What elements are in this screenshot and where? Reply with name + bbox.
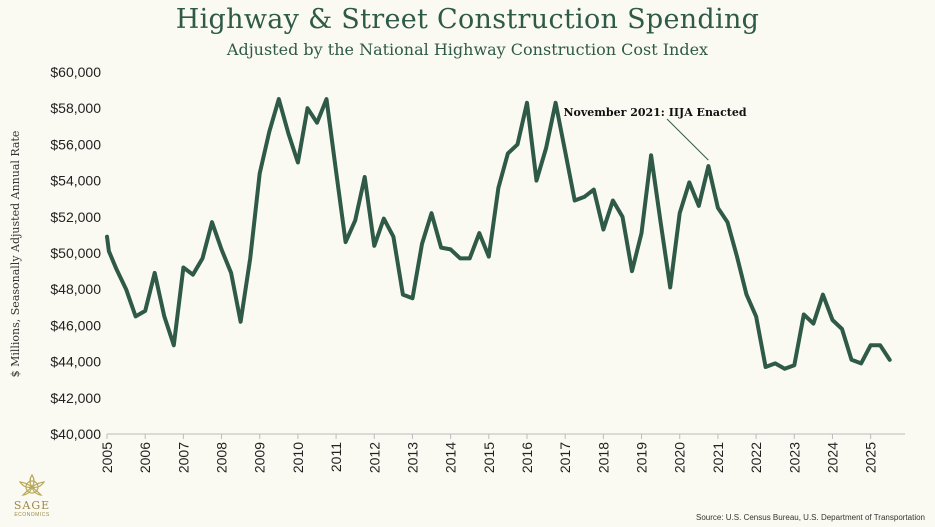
annotation-leader-line bbox=[666, 118, 709, 161]
y-axis: $40,000 $42,000 $44,000 $46,000 $48,000 $50,0… bbox=[50, 64, 101, 442]
x-tick-label: 2018 bbox=[595, 442, 611, 473]
x-tick-label: 2005 bbox=[99, 442, 115, 473]
y-tick-label: $40,000 bbox=[50, 426, 101, 442]
x-tick-label: 2025 bbox=[863, 442, 879, 473]
x-tick-label: 2020 bbox=[672, 442, 688, 473]
y-tick-label: $58,000 bbox=[50, 100, 101, 116]
x-tick-label: 2019 bbox=[634, 442, 650, 473]
x-tick-label: 2008 bbox=[214, 442, 230, 473]
y-axis-label: $ Millions, Seasonally Adjusted Annual R… bbox=[9, 131, 22, 378]
x-tick-label: 2006 bbox=[137, 442, 153, 473]
y-tick-label: $44,000 bbox=[50, 354, 101, 370]
x-tick-label: 2013 bbox=[404, 442, 420, 473]
x-tick-label: 2022 bbox=[748, 442, 764, 473]
x-tick-label: 2010 bbox=[290, 442, 306, 473]
chart-title: Highway & Street Construction Spending bbox=[175, 4, 760, 35]
y-tick-label: $50,000 bbox=[50, 245, 101, 261]
annotation-label: November 2021: IIJA Enacted bbox=[563, 106, 746, 119]
annotations-group: November 2021: IIJA Enacted bbox=[563, 106, 747, 161]
x-tick-label: 2007 bbox=[175, 442, 191, 473]
y-tick-label: $46,000 bbox=[50, 317, 101, 333]
series-group bbox=[105, 97, 892, 371]
y-tick-label: $56,000 bbox=[50, 136, 101, 152]
source-note: Source: U.S. Census Bureau, U.S. Departm… bbox=[696, 513, 925, 522]
x-tick-label: 2016 bbox=[519, 442, 535, 473]
sage-leaf-icon bbox=[18, 473, 46, 496]
y-tick-label: $42,000 bbox=[50, 390, 101, 406]
logo-name: SAGE bbox=[13, 499, 51, 512]
y-tick-label: $48,000 bbox=[50, 281, 101, 297]
x-tick-label: 2017 bbox=[557, 442, 573, 473]
sage-logo: SAGE ECONOMICS bbox=[6, 472, 58, 524]
y-tick-label: $54,000 bbox=[50, 173, 101, 189]
x-tick-label: 2014 bbox=[443, 442, 459, 473]
x-tick-label: 2012 bbox=[366, 442, 382, 473]
chart-subtitle: Adjusted by the National Highway Constru… bbox=[226, 40, 709, 59]
x-tick-label: 2011 bbox=[328, 442, 344, 472]
x-axis: 2005 2006 2007 2008 2009 2010 2011 2012 2013 2014… bbox=[99, 433, 905, 473]
x-tick-label: 2015 bbox=[481, 442, 497, 473]
x-tick-label: 2021 bbox=[710, 442, 726, 473]
x-tick-label: 2009 bbox=[252, 442, 268, 473]
x-tick-label: 2023 bbox=[786, 442, 802, 473]
y-tick-label: $52,000 bbox=[50, 209, 101, 225]
series-line bbox=[105, 97, 892, 371]
x-tick-label: 2024 bbox=[824, 442, 840, 473]
y-tick-label: $60,000 bbox=[50, 64, 101, 80]
logo-tagline: ECONOMICS bbox=[14, 512, 50, 518]
